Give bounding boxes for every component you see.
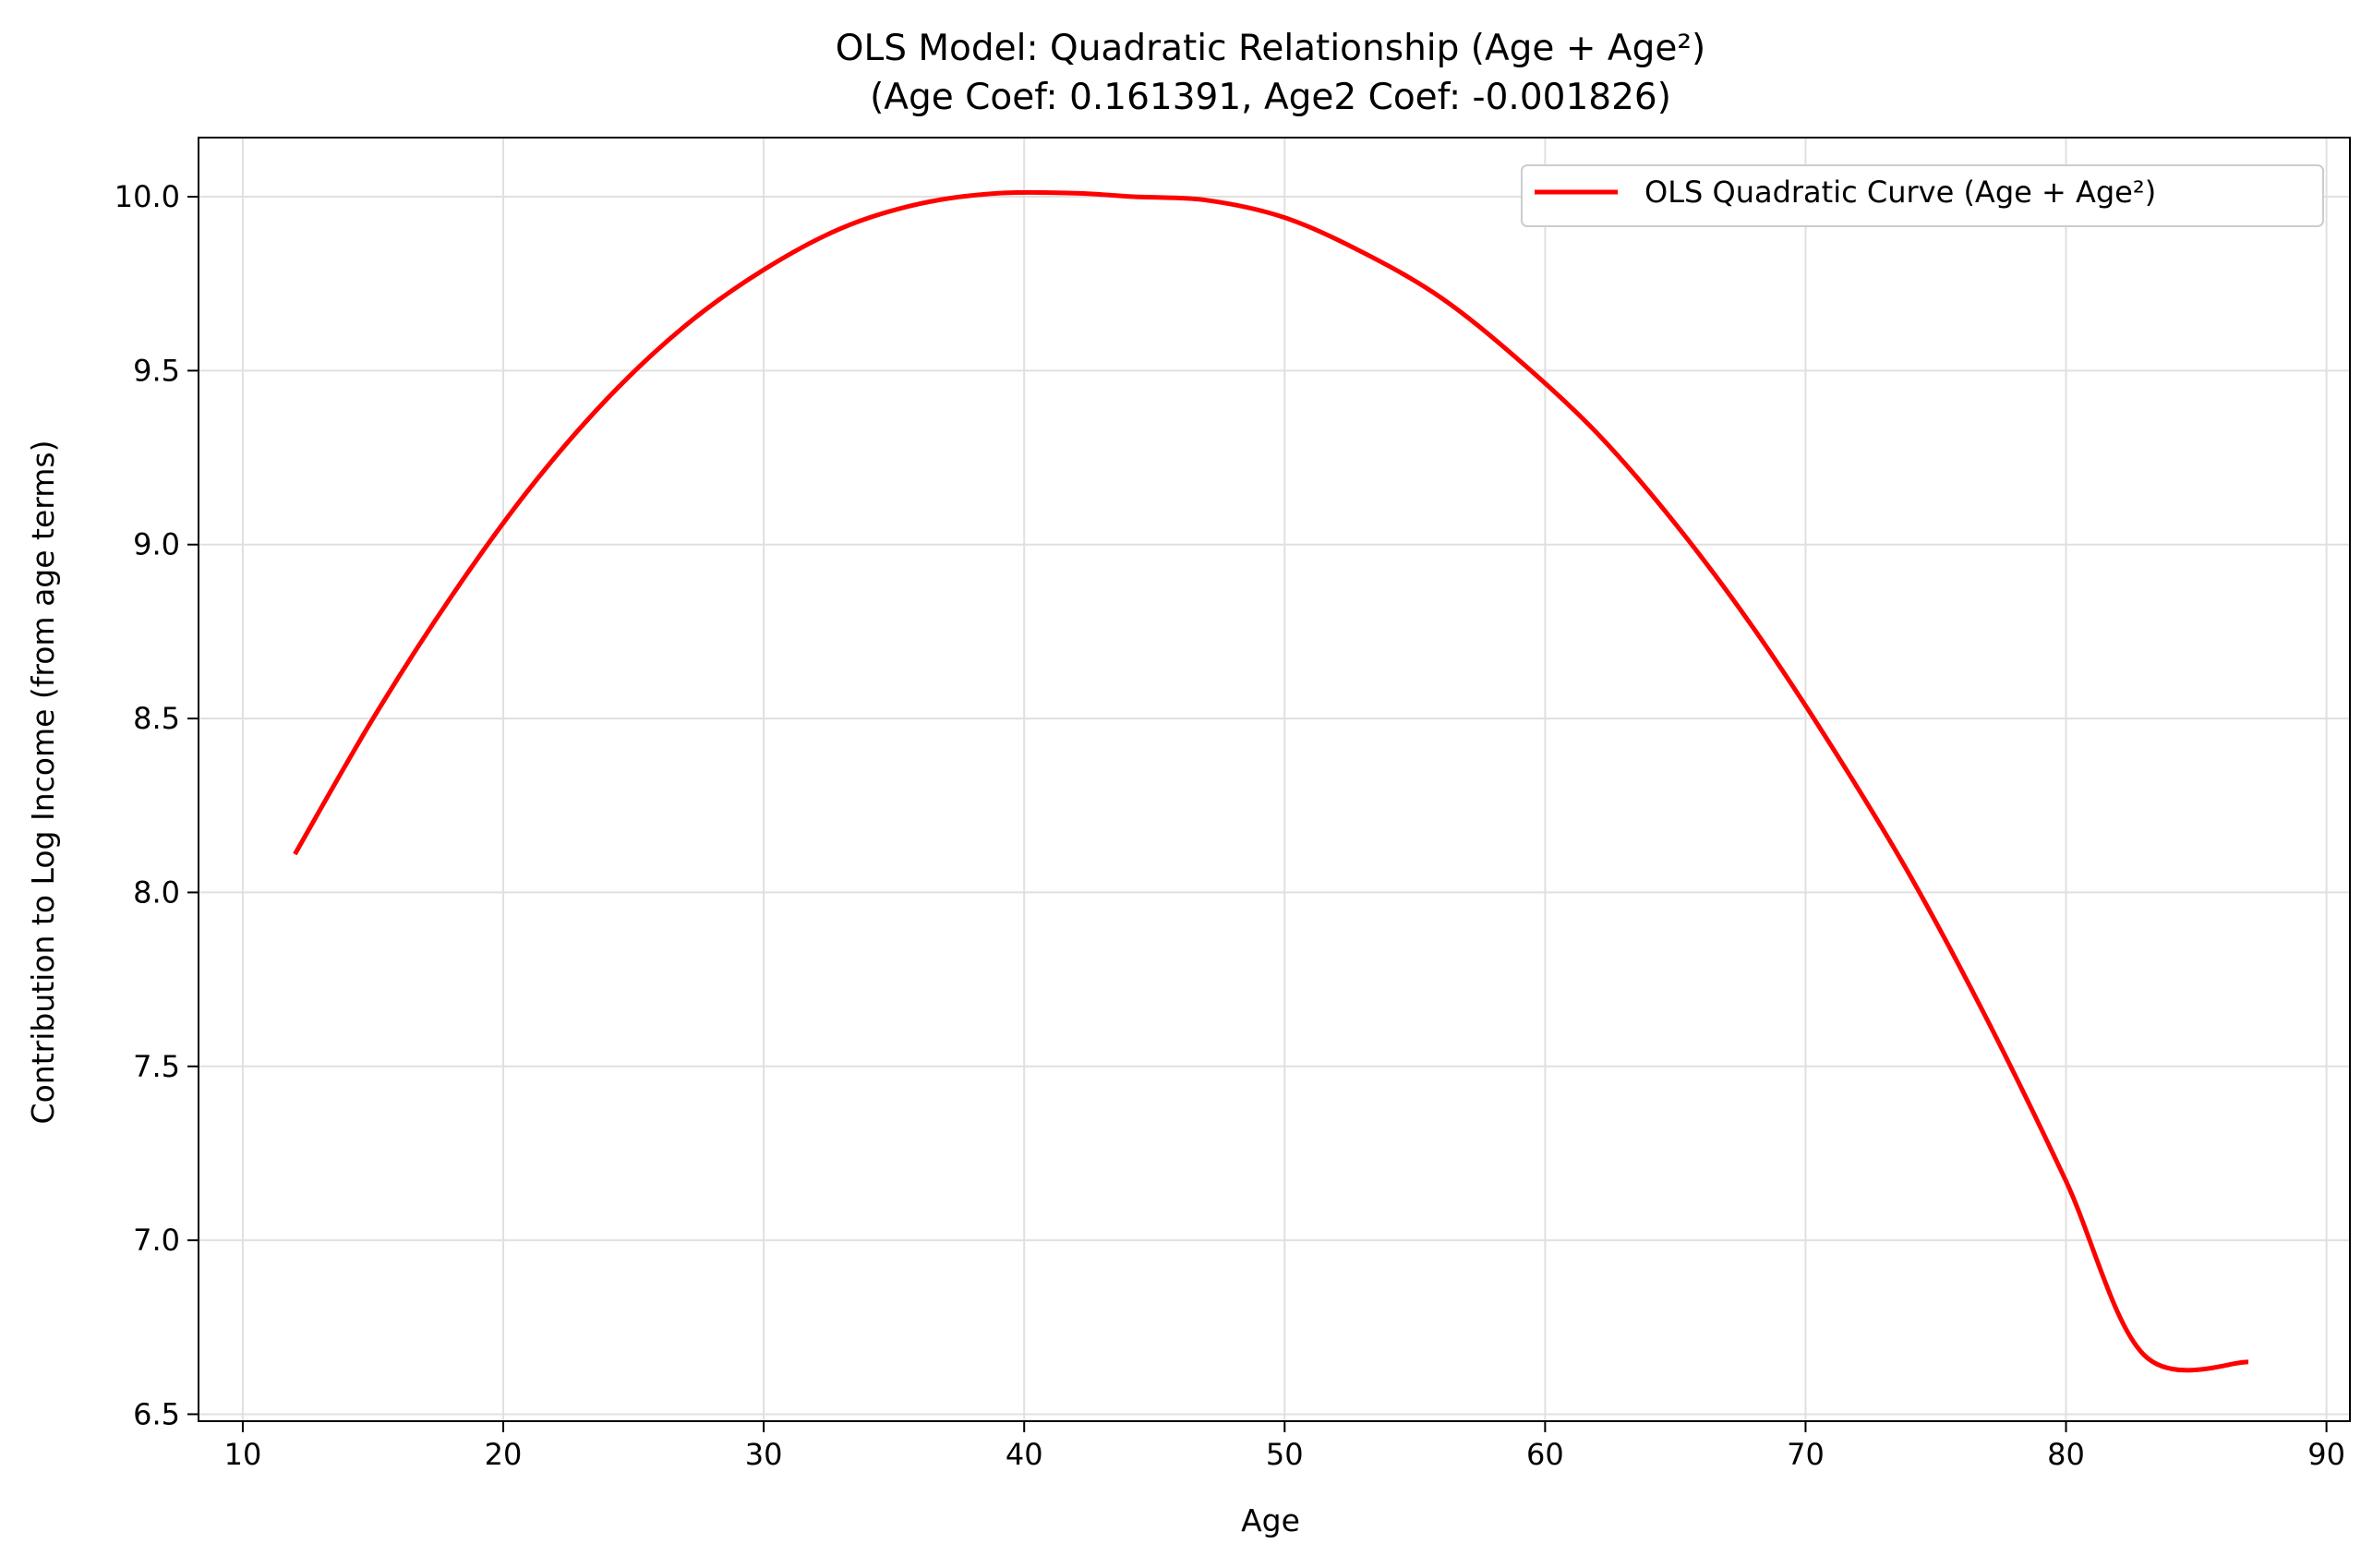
y-axis-label: Contribution to Log Income (from age ter… — [25, 440, 61, 1125]
tick-marks: 10 20 30 40 50 60 70 80 90 6.5 7.0 7.5 8.0 8.5 9.0 9.5 1… — [114, 179, 2345, 1472]
y-tick-label: 7.5 — [133, 1049, 180, 1084]
chart-subtitle: (Age Coef: 0.161391, Age2 Coef: -0.00182… — [870, 77, 1671, 118]
x-tick-label: 50 — [1266, 1437, 1304, 1472]
chart-title: OLS Model: Quadratic Relationship (Age +… — [836, 28, 1705, 69]
y-tick-label: 9.5 — [133, 353, 180, 388]
x-tick-label: 60 — [1526, 1437, 1564, 1472]
x-tick-label: 40 — [1006, 1437, 1043, 1472]
legend-entry-label: OLS Quadratic Curve (Age + Age²) — [1644, 175, 2156, 210]
x-tick-label: 90 — [2307, 1437, 2345, 1472]
y-tick-label: 7.0 — [133, 1223, 180, 1258]
legend: OLS Quadratic Curve (Age + Age²) — [1521, 164, 2324, 227]
x-tick-label: 10 — [224, 1437, 262, 1472]
grid-lines — [199, 138, 2350, 1421]
plot-area — [293, 189, 2249, 1373]
x-tick-label: 20 — [485, 1437, 523, 1472]
x-axis-label: Age — [1241, 1502, 1300, 1538]
legend-box — [1521, 164, 2324, 227]
series-line — [293, 189, 2249, 1373]
x-tick-label: 80 — [2047, 1437, 2085, 1472]
y-tick-label: 6.5 — [133, 1396, 180, 1431]
x-tick-label: 70 — [1787, 1437, 1825, 1472]
y-tick-label: 10.0 — [114, 179, 180, 214]
y-tick-label: 8.5 — [133, 701, 180, 736]
y-tick-label: 9.0 — [133, 527, 180, 562]
y-tick-label: 8.0 — [133, 874, 180, 910]
axes-frame — [198, 137, 2351, 1422]
x-tick-label: 30 — [745, 1437, 783, 1472]
